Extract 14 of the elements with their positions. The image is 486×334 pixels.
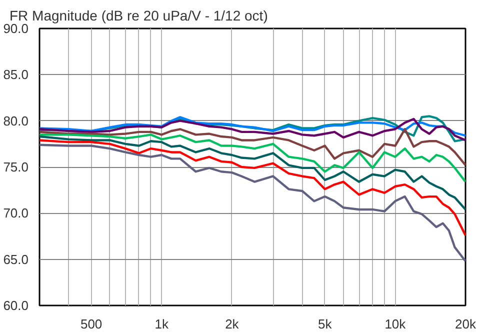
y-tick-label: 70.0 xyxy=(3,206,29,221)
chart-title: FR Magnitude (dB re 20 uPa/V - 1/12 oct) xyxy=(10,8,268,24)
x-tick-label: 1k xyxy=(154,316,169,332)
x-tick-label: 500 xyxy=(80,316,102,332)
y-tick-label: 80.0 xyxy=(3,113,29,128)
y-tick-label: 60.0 xyxy=(3,298,29,313)
y-tick-label: 65.0 xyxy=(3,252,29,267)
x-tick-label: 10k xyxy=(384,316,406,332)
y-tick-label: 75.0 xyxy=(3,160,29,174)
x-tick-label: 5k xyxy=(318,316,332,332)
x-tick-label: 2k xyxy=(225,316,240,332)
y-tick-label: 85.0 xyxy=(3,67,29,82)
y-tick-label: 90.0 xyxy=(3,21,29,36)
x-tick-label: 20k xyxy=(455,316,476,332)
